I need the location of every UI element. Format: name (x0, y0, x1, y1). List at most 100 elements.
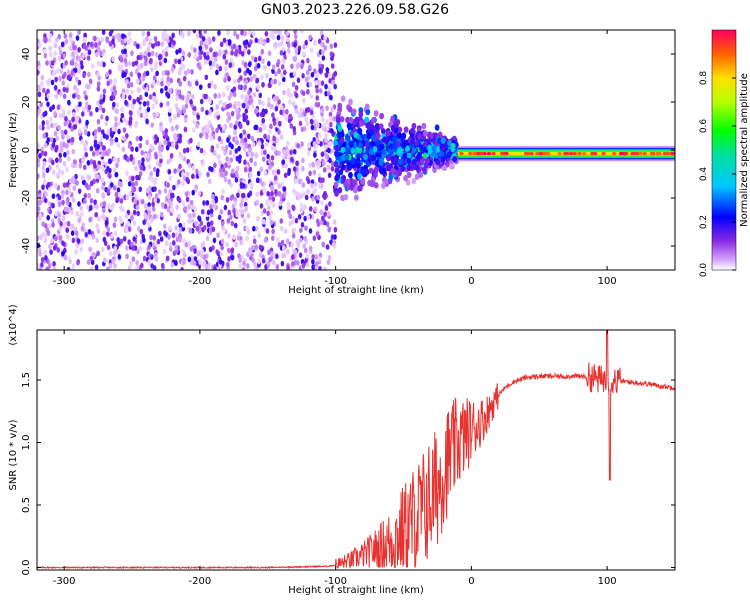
heatmap-cell (290, 63, 294, 70)
heatmap-cell (71, 116, 75, 123)
heatmap-cell (157, 189, 162, 195)
heatmap-cell (201, 160, 205, 166)
heatmap-cell (213, 265, 217, 270)
heatmap-cell (364, 103, 370, 110)
heatmap-cell (257, 55, 262, 62)
heatmap-cell (294, 108, 299, 114)
heatmap-cell (113, 245, 118, 252)
heatmap-cell (50, 60, 55, 66)
heatmap-cell (104, 120, 109, 127)
heatmap-cell (114, 121, 118, 128)
heatmap-cell (228, 141, 232, 148)
heatmap-cell (410, 147, 416, 154)
heatmap-cell (323, 45, 328, 51)
heatmap-cell (246, 119, 250, 126)
heatmap-cell (393, 127, 399, 134)
heatmap-cell (320, 80, 325, 87)
heatmap-cell (151, 43, 155, 49)
heatmap-cell (224, 162, 228, 168)
heatmap-cell (173, 114, 177, 120)
heatmap-cell (147, 163, 152, 170)
heatmap-cell (82, 43, 87, 50)
heatmap-cell (228, 149, 233, 156)
heatmap-cell (318, 88, 323, 94)
heatmap-cell (45, 167, 50, 174)
heatmap-cell (334, 144, 340, 152)
heatmap-cell (320, 219, 324, 226)
heatmap-cell (62, 160, 67, 167)
heatmap-cell (188, 81, 192, 88)
heatmap-cell (37, 84, 41, 91)
heatmap-cell (321, 160, 326, 167)
heatmap-cell (305, 261, 310, 268)
heatmap-cell (185, 171, 190, 178)
heatmap-cell (119, 57, 124, 63)
heatmap-cell (491, 152, 496, 156)
heatmap-cell (199, 32, 203, 39)
heatmap-cell (131, 256, 136, 262)
heatmap-cell (154, 153, 158, 160)
heatmap-cell (185, 196, 190, 203)
y-tick-label: 0 (21, 147, 32, 153)
heatmap-cell (129, 156, 134, 162)
heatmap-cell (325, 244, 330, 250)
heatmap-cell (162, 223, 167, 230)
heatmap-cell (85, 83, 89, 90)
heatmap-cell (66, 266, 71, 270)
heatmap-cell (321, 116, 325, 123)
heatmap-cell (221, 166, 226, 173)
heatmap-cell (300, 30, 304, 34)
heatmap-cell (310, 71, 315, 78)
heatmap-cell (140, 150, 145, 156)
heatmap-cell (71, 148, 76, 155)
heatmap-cell (202, 149, 207, 156)
heatmap-cell (237, 253, 241, 259)
heatmap-cell (99, 93, 104, 100)
heatmap-cell (217, 92, 222, 99)
heatmap-cell (240, 50, 245, 57)
heatmap-cell (289, 72, 294, 78)
heatmap-cell (160, 201, 165, 208)
heatmap-cell (306, 150, 311, 157)
heatmap-cell (85, 204, 90, 210)
heatmap-cell (208, 119, 212, 126)
heatmap-cell (167, 169, 172, 175)
heatmap-cell (80, 211, 84, 217)
heatmap-cell (229, 195, 234, 201)
heatmap-cell (249, 39, 253, 45)
heatmap-cell (56, 172, 60, 178)
heatmap-cell (252, 31, 256, 37)
heatmap-cell (207, 82, 212, 89)
heatmap-cell (73, 159, 77, 165)
heatmap-cell (268, 215, 272, 221)
heatmap-cell (194, 186, 198, 193)
heatmap-cell (274, 188, 278, 195)
heatmap-cell (73, 44, 77, 51)
heatmap-cell (422, 152, 428, 159)
heatmap-cell (61, 215, 66, 222)
heatmap-cell (204, 44, 209, 50)
heatmap-cell (151, 103, 155, 110)
x-tick-label: -100 (324, 576, 347, 587)
heatmap-cell (279, 134, 284, 140)
heatmap-cell (266, 134, 271, 141)
heatmap-cell (282, 69, 287, 76)
heatmap-cell (327, 86, 332, 93)
heatmap-cell (43, 33, 47, 39)
heatmap-cell (96, 86, 101, 92)
heatmap-cell (144, 91, 149, 98)
heatmap-cell (162, 248, 167, 255)
heatmap-cell (48, 208, 53, 215)
y-tick-label: 40 (21, 48, 32, 61)
heatmap-cell (260, 48, 265, 55)
heatmap-cell (158, 153, 163, 159)
colorbar-gradient (711, 29, 737, 271)
heatmap-cell (204, 264, 209, 270)
heatmap-cell (309, 118, 314, 125)
heatmap-cell (58, 152, 63, 159)
heatmap-cell (234, 135, 238, 142)
heatmap-cell (132, 236, 137, 242)
heatmap-cell (174, 136, 178, 142)
heatmap-cell (386, 165, 392, 172)
heatmap-cell (275, 95, 279, 102)
